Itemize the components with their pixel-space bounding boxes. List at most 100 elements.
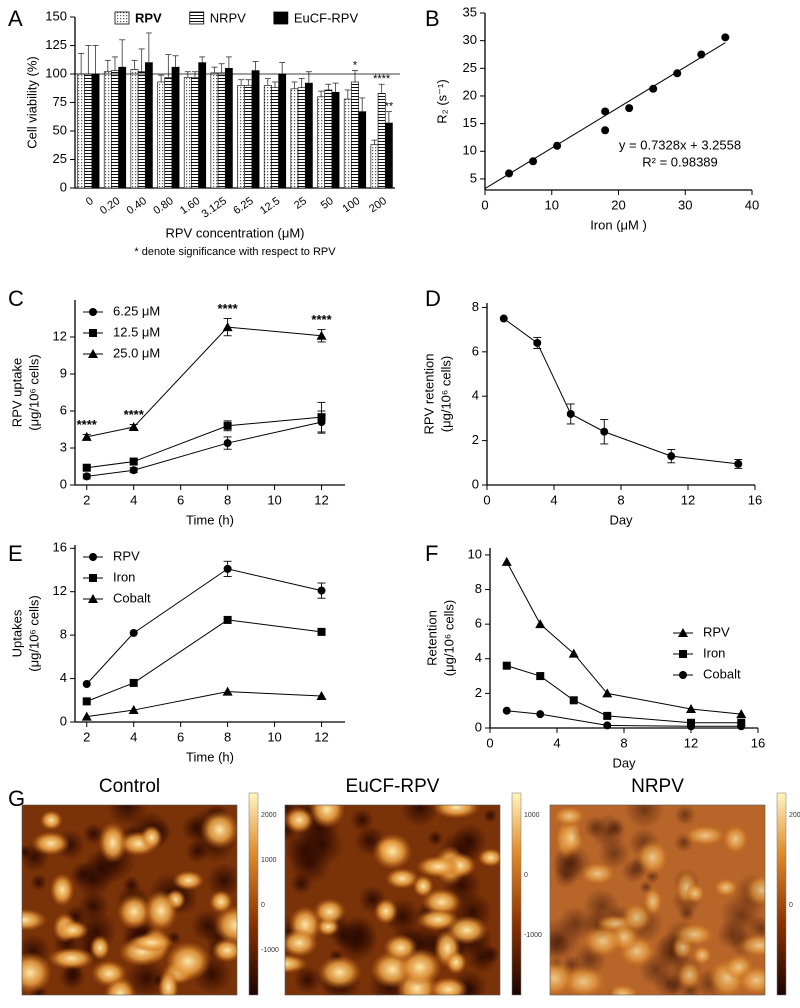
marker xyxy=(89,329,97,337)
colorbar-tick-label: 0 xyxy=(524,872,528,879)
cell xyxy=(213,905,237,946)
point xyxy=(697,50,706,59)
marker xyxy=(222,322,233,332)
bar xyxy=(324,89,333,189)
cell xyxy=(313,898,347,926)
x-tick-label: 100 xyxy=(340,195,362,215)
y-tick-label: 8 xyxy=(475,581,482,596)
error-bar xyxy=(245,79,252,86)
cell xyxy=(31,831,71,856)
cell xyxy=(98,821,128,864)
series-line xyxy=(503,318,739,465)
error-bar xyxy=(279,62,286,74)
bar xyxy=(91,73,100,189)
marker xyxy=(686,703,696,713)
error-bar xyxy=(252,61,259,71)
bar xyxy=(358,111,367,189)
error-bar xyxy=(138,48,145,72)
bar xyxy=(224,68,233,189)
cell xyxy=(140,825,163,850)
marker xyxy=(89,574,97,582)
x-tick-label: 0.80 xyxy=(151,195,175,217)
marker xyxy=(89,308,97,316)
y-axis-label: (μg/10⁶ cells) xyxy=(26,595,41,671)
legend-label: Iron xyxy=(703,645,725,660)
error-bar xyxy=(145,32,152,63)
marker xyxy=(128,422,139,432)
y-tick-label: 35 xyxy=(463,4,477,19)
bar xyxy=(251,70,260,189)
legend-swatch xyxy=(273,11,289,25)
x-tick-label: 25 xyxy=(292,195,309,212)
cell xyxy=(374,898,398,925)
error-bar xyxy=(192,71,198,78)
cell xyxy=(421,888,462,916)
panel-label: D xyxy=(425,286,441,311)
point xyxy=(529,157,538,166)
bar xyxy=(77,73,86,189)
marker xyxy=(82,679,91,688)
series-line xyxy=(86,326,322,438)
cell xyxy=(199,810,237,850)
point xyxy=(553,141,562,150)
hole xyxy=(674,805,696,826)
colorbar xyxy=(248,792,259,996)
cell xyxy=(317,955,362,990)
x-tick-label: 20 xyxy=(611,197,625,212)
panel-label: C xyxy=(8,286,24,311)
y-axis-label: RPV retention xyxy=(421,354,436,435)
x-tick-label: 0 xyxy=(486,735,493,750)
bar xyxy=(343,98,352,189)
legend-label: Cobalt xyxy=(113,590,151,605)
legend-label: RPV xyxy=(703,624,730,639)
y-axis-label: Retention xyxy=(424,610,439,666)
error-bar xyxy=(104,59,111,72)
hole xyxy=(74,860,112,899)
y-tick-label: 6 xyxy=(475,616,482,631)
y-axis-label: R₂ (s⁻¹) xyxy=(434,79,449,123)
bar xyxy=(111,70,119,189)
cell xyxy=(308,805,346,829)
bar xyxy=(317,96,326,189)
marker xyxy=(128,705,139,715)
cell xyxy=(477,848,500,867)
fit-label: R² = 0.98389 xyxy=(642,154,718,169)
cell xyxy=(721,823,750,855)
colorbar-tick-label: 2000 xyxy=(789,812,800,819)
error-bar xyxy=(264,78,271,86)
x-tick-label: 8 xyxy=(617,492,624,507)
x-tick-label: 0 xyxy=(483,492,490,507)
error-bar xyxy=(85,45,92,74)
x-tick-label: 10 xyxy=(267,492,281,507)
bar xyxy=(118,66,127,189)
cell xyxy=(685,883,706,904)
x-tick-label: 10 xyxy=(545,197,559,212)
x-tick-label: 4 xyxy=(553,735,560,750)
cell xyxy=(445,915,489,945)
note: * denote significance with respect to RP… xyxy=(134,246,336,258)
cell xyxy=(692,944,713,966)
x-tick-label: 10 xyxy=(267,729,281,744)
cell xyxy=(372,833,413,870)
x-tick-label: 30 xyxy=(678,197,692,212)
y-tick-label: 6 xyxy=(60,402,67,417)
cell xyxy=(416,855,461,878)
cell xyxy=(49,872,75,907)
y-tick-label: 30 xyxy=(463,32,477,47)
marker xyxy=(569,696,578,705)
error-bar xyxy=(378,83,385,94)
cell xyxy=(209,890,233,914)
error-bar xyxy=(199,56,206,63)
x-tick-label: 8 xyxy=(224,729,231,744)
point xyxy=(721,33,730,42)
marker xyxy=(566,409,575,418)
cell xyxy=(559,818,585,857)
hole xyxy=(483,808,498,823)
error-bar xyxy=(119,39,126,68)
annotation: **** xyxy=(217,301,238,316)
annotation: **** xyxy=(77,417,98,432)
hole xyxy=(451,823,488,859)
marker xyxy=(89,553,97,561)
cell xyxy=(47,947,96,970)
